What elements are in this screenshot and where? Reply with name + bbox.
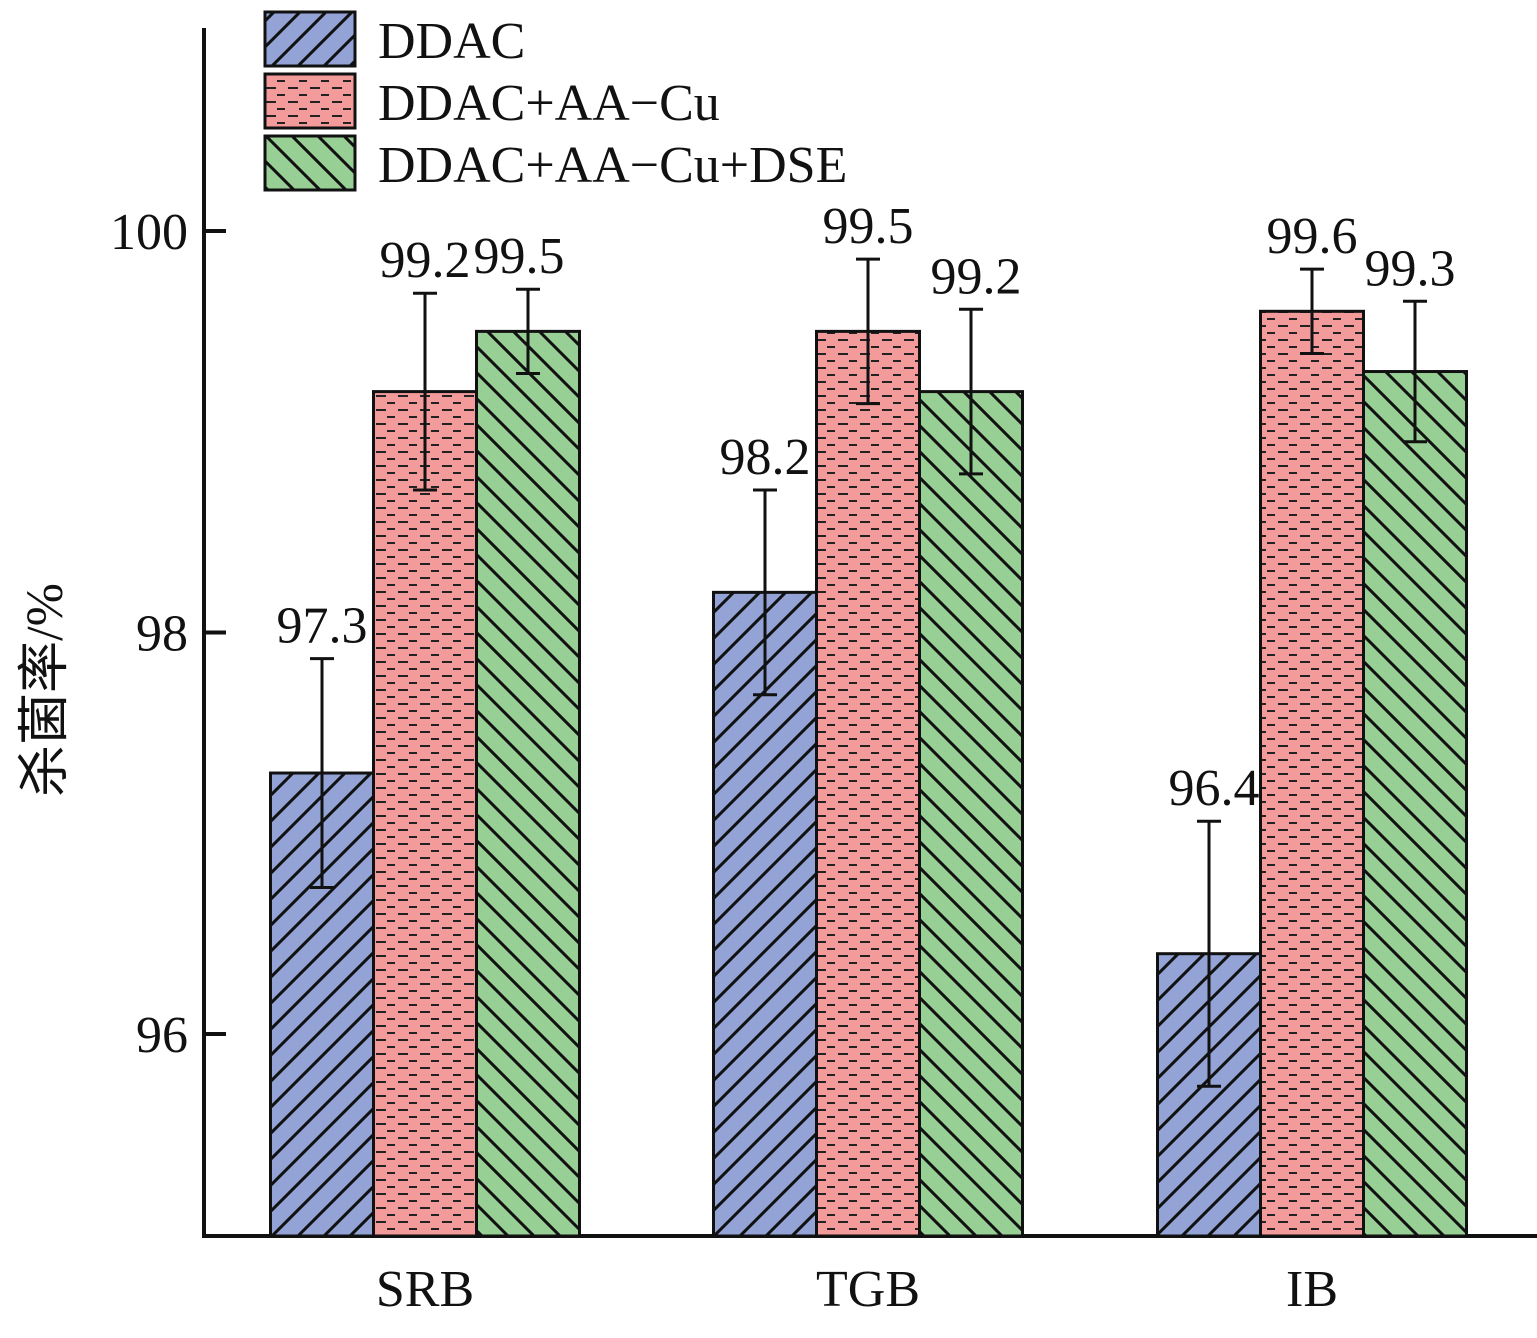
y-axis-title: 杀菌率/% bbox=[17, 583, 74, 797]
legend-label: DDAC bbox=[378, 13, 525, 70]
y-tick-label: 98 bbox=[136, 606, 188, 663]
legend-swatch bbox=[263, 134, 357, 192]
bar-srb-series-2 bbox=[372, 390, 478, 1238]
legend-label: DDAC+AA−Cu bbox=[378, 75, 720, 132]
legend-label: DDAC+AA−Cu+DSE bbox=[378, 137, 847, 194]
y-tick-label: 100 bbox=[110, 204, 188, 261]
value-label: 99.6 bbox=[1267, 208, 1358, 265]
bar-tgb-series-1 bbox=[712, 590, 818, 1238]
legend-swatch bbox=[263, 10, 357, 68]
bar-srb-series-3 bbox=[475, 329, 581, 1238]
value-label: 99.5 bbox=[474, 228, 565, 285]
bar-tgb-series-2 bbox=[815, 329, 921, 1238]
bar-tgb-series-3 bbox=[918, 390, 1024, 1238]
x-tick-label: IB bbox=[1286, 1261, 1338, 1318]
value-label: 97.3 bbox=[277, 598, 368, 655]
value-label: 96.4 bbox=[1169, 760, 1260, 817]
bars bbox=[269, 309, 1468, 1238]
value-label: 99.2 bbox=[380, 232, 471, 289]
value-label: 99.2 bbox=[931, 248, 1022, 305]
x-tick-label: SRB bbox=[376, 1261, 474, 1318]
value-label: 98.2 bbox=[720, 429, 811, 486]
bar-ib-series-3 bbox=[1362, 370, 1468, 1238]
y-ticks: 96 98 100 bbox=[110, 204, 226, 1064]
value-labels: 97.398.296.499.299.5 99.699.5 99.2 99.3 bbox=[277, 198, 1456, 817]
y-tick-label: 96 bbox=[136, 1007, 188, 1064]
x-tick-label: TGB bbox=[816, 1261, 920, 1318]
value-label: 99.3 bbox=[1365, 240, 1456, 297]
error-bars bbox=[310, 257, 1427, 1088]
legend-swatch bbox=[263, 72, 357, 130]
value-label: 99.5 bbox=[823, 198, 914, 255]
bar-ib-series-2 bbox=[1259, 309, 1365, 1238]
